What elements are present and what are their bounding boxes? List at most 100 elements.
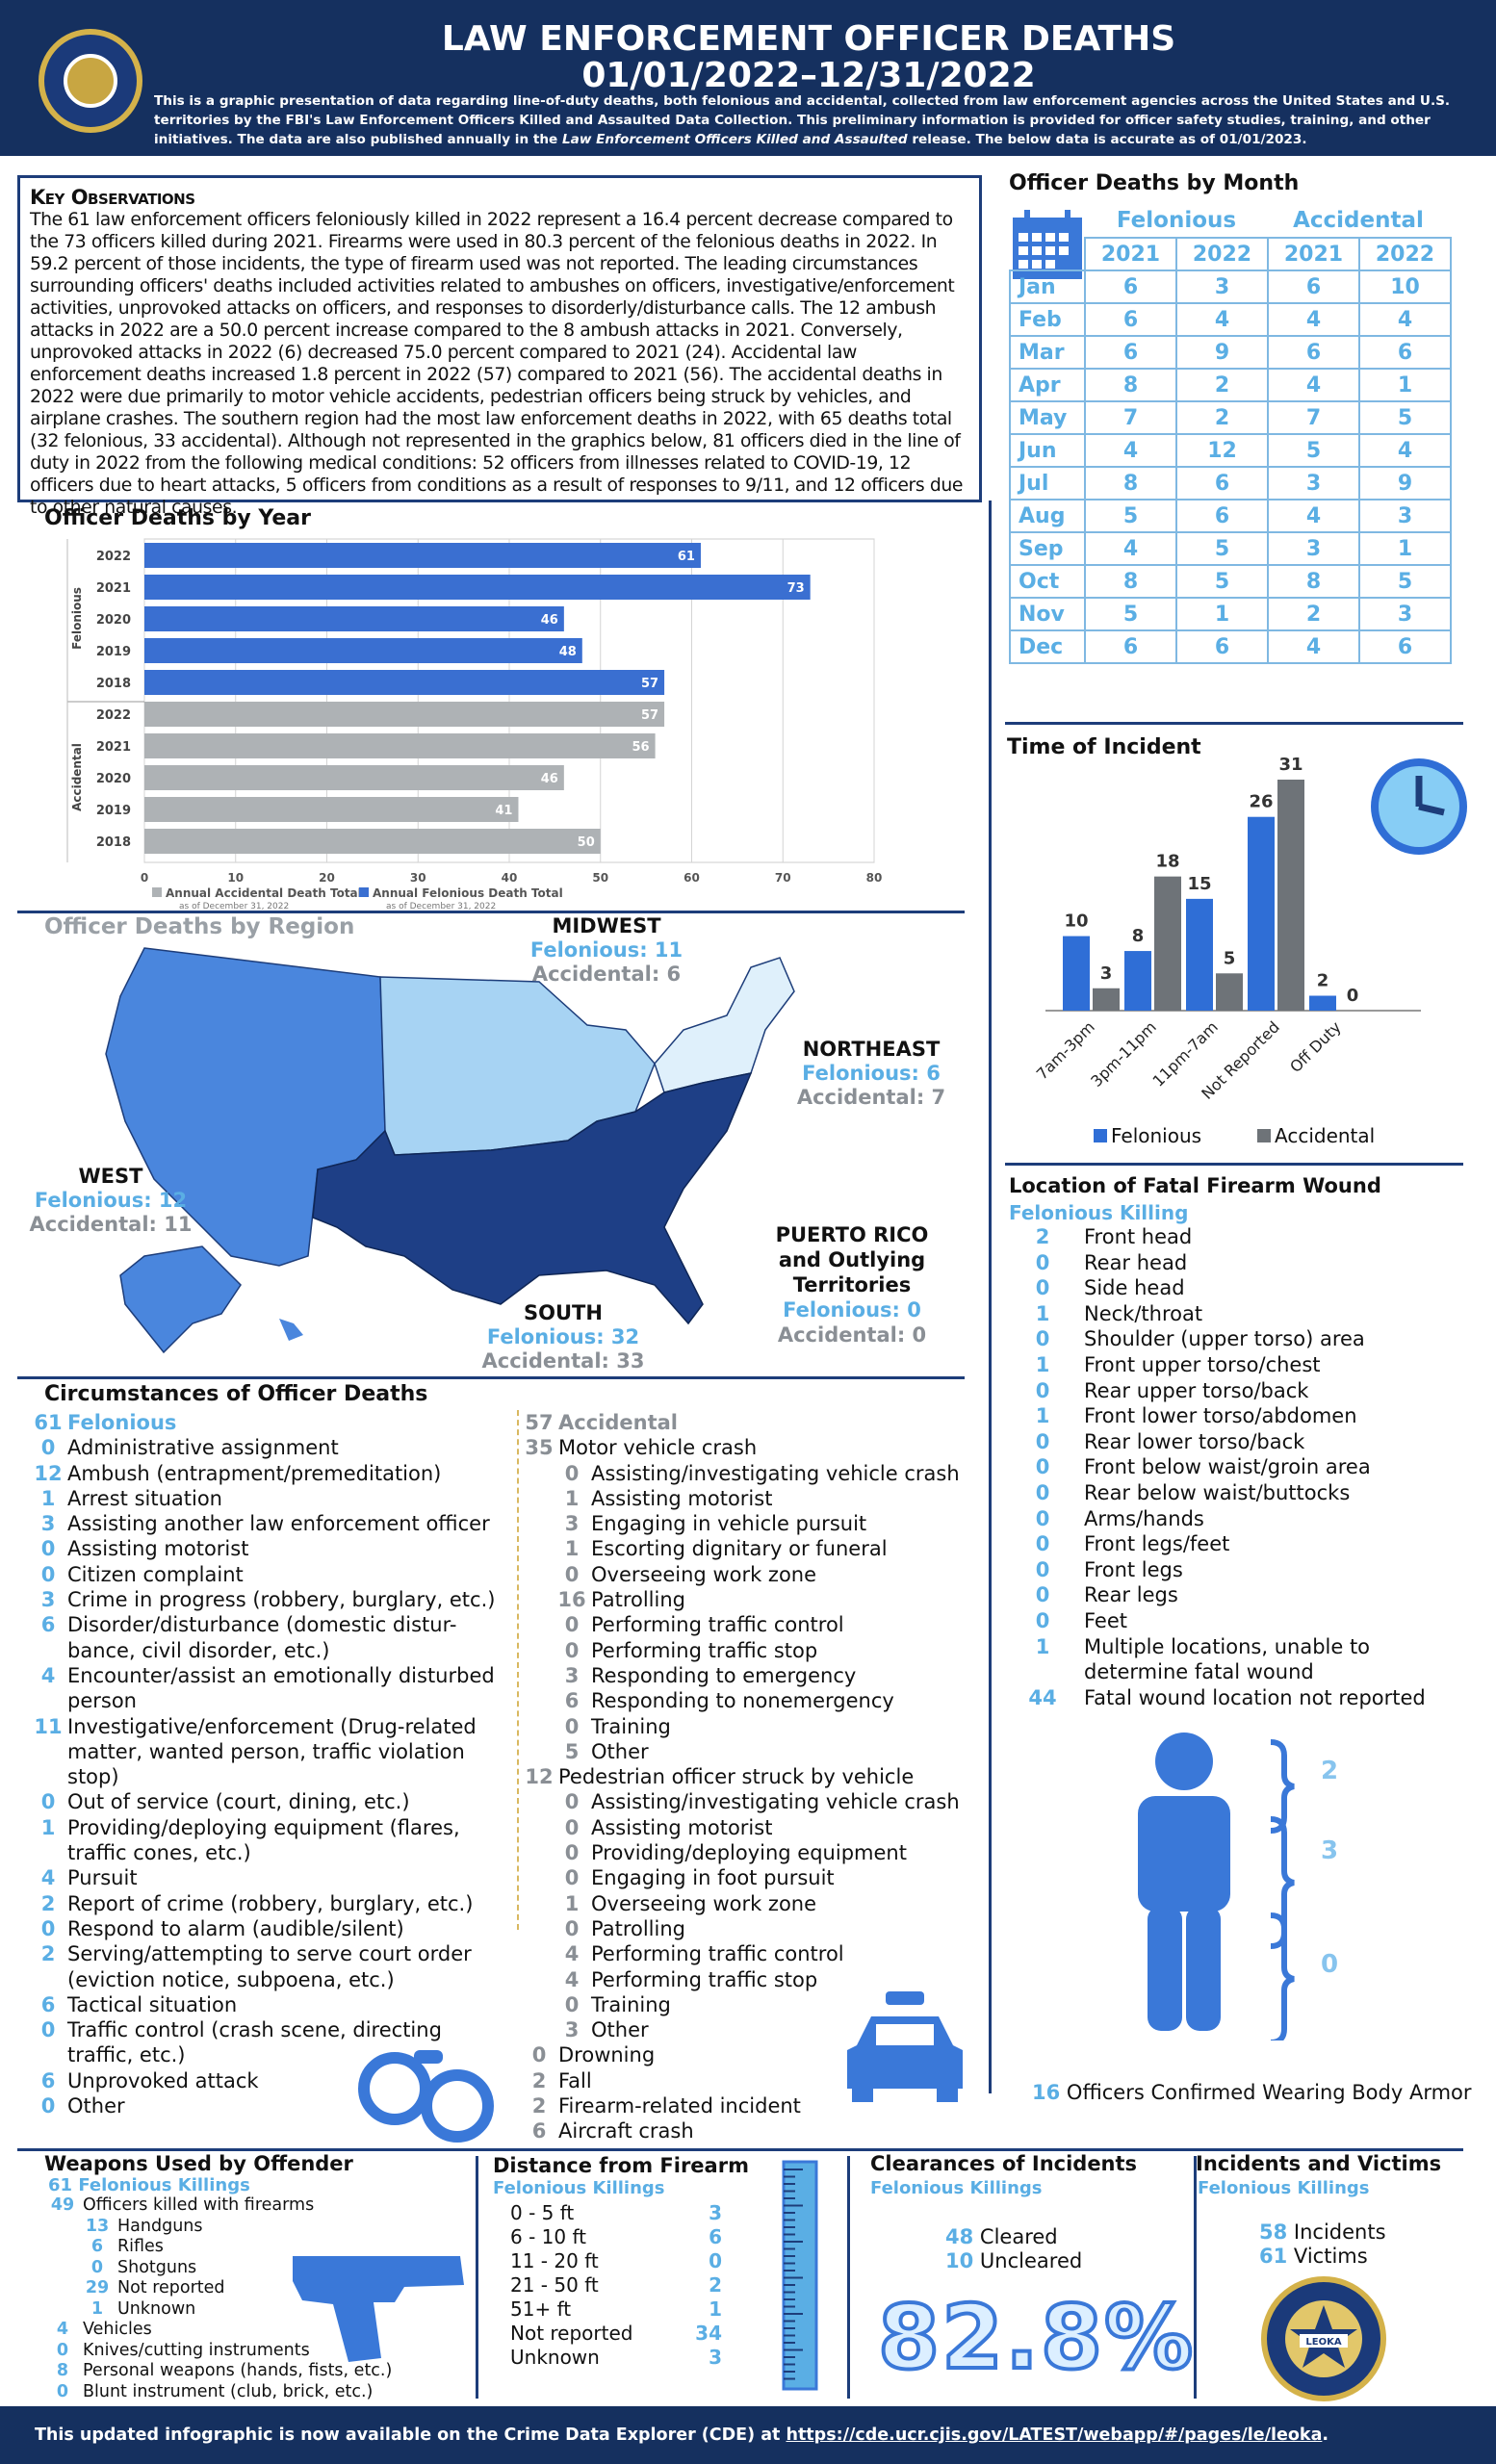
bar-value-label: 46 <box>541 772 558 786</box>
bar <box>1248 816 1275 1011</box>
wound-count: 0 <box>1035 1480 1050 1504</box>
key-observations: Key Observations The 61 law enforcement … <box>17 175 982 518</box>
item-label: Firearm-related incident <box>558 2094 801 2118</box>
group-label-felonious: Felonious <box>70 587 84 650</box>
felonious-circumstances: 61 Felonious 0 Administrative assignment 12… <box>29 1410 529 2118</box>
legend-swatch <box>1257 1129 1271 1142</box>
list-item: 1 Escorting dignitary or funeral <box>520 1536 982 1561</box>
legend-note: as of December 31, 2022 <box>179 902 289 911</box>
bar <box>1063 936 1090 1011</box>
wound-location: Front head <box>1084 1225 1193 1248</box>
item-count: 1 <box>40 1815 56 1839</box>
item-label: Engaging in vehicle pursuit <box>591 1512 867 1536</box>
incidents-label: Incidents <box>1293 2220 1386 2244</box>
bar-value-label: 2 <box>1317 971 1329 991</box>
month-row: May 7 2 7 5 <box>1009 400 1452 435</box>
x-tick-label: 7am-3pm <box>1033 1017 1098 1083</box>
pr-felonious: Felonious: 0 <box>783 1298 921 1322</box>
list-item: 0 Overseeing work zone <box>520 1562 982 1587</box>
wound-row: 0 Rear lower torso/back <box>1019 1429 1461 1455</box>
month-row: Nov 5 1 2 3 <box>1009 597 1452 631</box>
bar-value-label: 48 <box>559 645 577 659</box>
month-label: Jun <box>1009 433 1086 468</box>
list-item: 0 Patrolling <box>520 1916 982 1941</box>
item-count: 3 <box>40 1512 56 1536</box>
bar <box>144 638 582 663</box>
wound-location: determine fatal wound <box>1084 1660 1314 1684</box>
item-count: 6 <box>40 1613 56 1637</box>
month-value: 12 <box>1175 433 1269 468</box>
ruler-icon <box>782 2160 818 2391</box>
month-row: Feb 6 4 4 4 <box>1009 302 1452 337</box>
item-label: Motor vehicle crash <box>558 1436 758 1460</box>
item-label: Patrolling <box>591 1916 685 1940</box>
item-count: 6 <box>531 2119 547 2143</box>
month-value: 4 <box>1084 531 1177 566</box>
weapon-count: 13 <box>85 2216 110 2236</box>
list-item: 3 Other <box>520 2017 982 2042</box>
item-count: 0 <box>40 2094 56 2118</box>
list-item: 0 Performing traffic control <box>520 1612 982 1637</box>
list-item: person <box>29 1688 529 1713</box>
month-row: Sep 4 5 3 1 <box>1009 531 1452 566</box>
incidents-count: 58 <box>1259 2220 1288 2244</box>
wound-location: Rear legs <box>1084 1583 1178 1607</box>
x-tick-label: 60 <box>684 871 700 885</box>
uncleared-label: Uncleared <box>979 2249 1083 2272</box>
bar-value-label: 10 <box>1064 911 1088 932</box>
y-tick-label: 2018 <box>96 677 131 691</box>
fbi-seal-icon <box>39 29 142 133</box>
divider <box>1005 1163 1463 1166</box>
wound-location: Front upper torso/chest <box>1084 1352 1321 1376</box>
month-label: Dec <box>1009 629 1086 664</box>
distance-label: Unknown <box>510 2346 600 2369</box>
item-label: Responding to nonemergency <box>591 1689 894 1713</box>
weapons-title: Weapons Used by Offender <box>44 2152 353 2175</box>
item-label: Fall <box>558 2068 592 2092</box>
west-name: WEST <box>78 1165 143 1188</box>
bar <box>1124 951 1151 1011</box>
bar-value-label: 15 <box>1187 874 1211 894</box>
list-item: traffic cones, etc.) <box>29 1840 529 1865</box>
item-count: 12 <box>525 1765 554 1789</box>
month-value: 5 <box>1267 433 1360 468</box>
item-label: Patrolling <box>591 1588 685 1612</box>
x-tick-label: 3pm-11pm <box>1087 1017 1160 1091</box>
list-item: (eviction notice, subpoena, etc.) <box>29 1967 529 1992</box>
item-label: matter, wanted person, traffic violation <box>67 1739 465 1763</box>
item-label: Assisting motorist <box>591 1486 773 1510</box>
incidents-title: Incidents and Victims <box>1196 2152 1442 2175</box>
list-item: 0 Citizen complaint <box>29 1562 529 1587</box>
month-value: 3 <box>1267 466 1360 500</box>
wound-row: 0 Shoulder (upper torso) area <box>1019 1326 1461 1352</box>
item-count: 0 <box>40 1436 56 1460</box>
list-item: 6 Unprovoked attack <box>29 2068 529 2093</box>
item-count: 0 <box>564 1866 580 1890</box>
item-count: 3 <box>40 1588 56 1612</box>
bar <box>144 797 519 822</box>
item-label: person <box>67 1689 137 1713</box>
distance-label: 21 - 50 ft <box>510 2273 599 2297</box>
month-value: 8 <box>1267 564 1360 599</box>
distance-subtitle: Felonious Killings <box>493 2178 665 2198</box>
list-item: 12 Pedestrian officer struck by vehicle <box>520 1764 982 1789</box>
item-label: Assisting motorist <box>67 1537 249 1561</box>
item-count: 4 <box>40 1663 56 1687</box>
northeast-label: NORTHEAST Felonious: 6 Accidental: 7 <box>770 1038 972 1110</box>
month-value: 5 <box>1358 564 1452 599</box>
cde-link[interactable]: https://cde.ucr.cjis.gov/LATEST/webapp/#… <box>786 2426 1323 2445</box>
legend-label: Felonious <box>1111 1124 1201 1147</box>
list-item: 2 Report of crime (robbery, burglary, etc… <box>29 1891 529 1916</box>
month-value: 3 <box>1358 499 1452 533</box>
item-label: Traffic control (crash scene, directing <box>67 2018 442 2042</box>
item-label: traffic cones, etc.) <box>67 1841 251 1865</box>
bar-value-label: 57 <box>641 708 658 723</box>
south-felonious: Felonious: 32 <box>486 1325 640 1348</box>
wound-row: 0 Front below waist/groin area <box>1019 1454 1461 1480</box>
weapon-count: 8 <box>56 2361 69 2380</box>
item-label: Providing/deploying equipment <box>591 1841 907 1865</box>
accidental-total-count: 57 <box>525 1411 554 1434</box>
item-count: 12 <box>34 1461 63 1485</box>
victims-row: 61 Victims <box>1259 2245 1386 2269</box>
item-count: 3 <box>564 1663 580 1687</box>
